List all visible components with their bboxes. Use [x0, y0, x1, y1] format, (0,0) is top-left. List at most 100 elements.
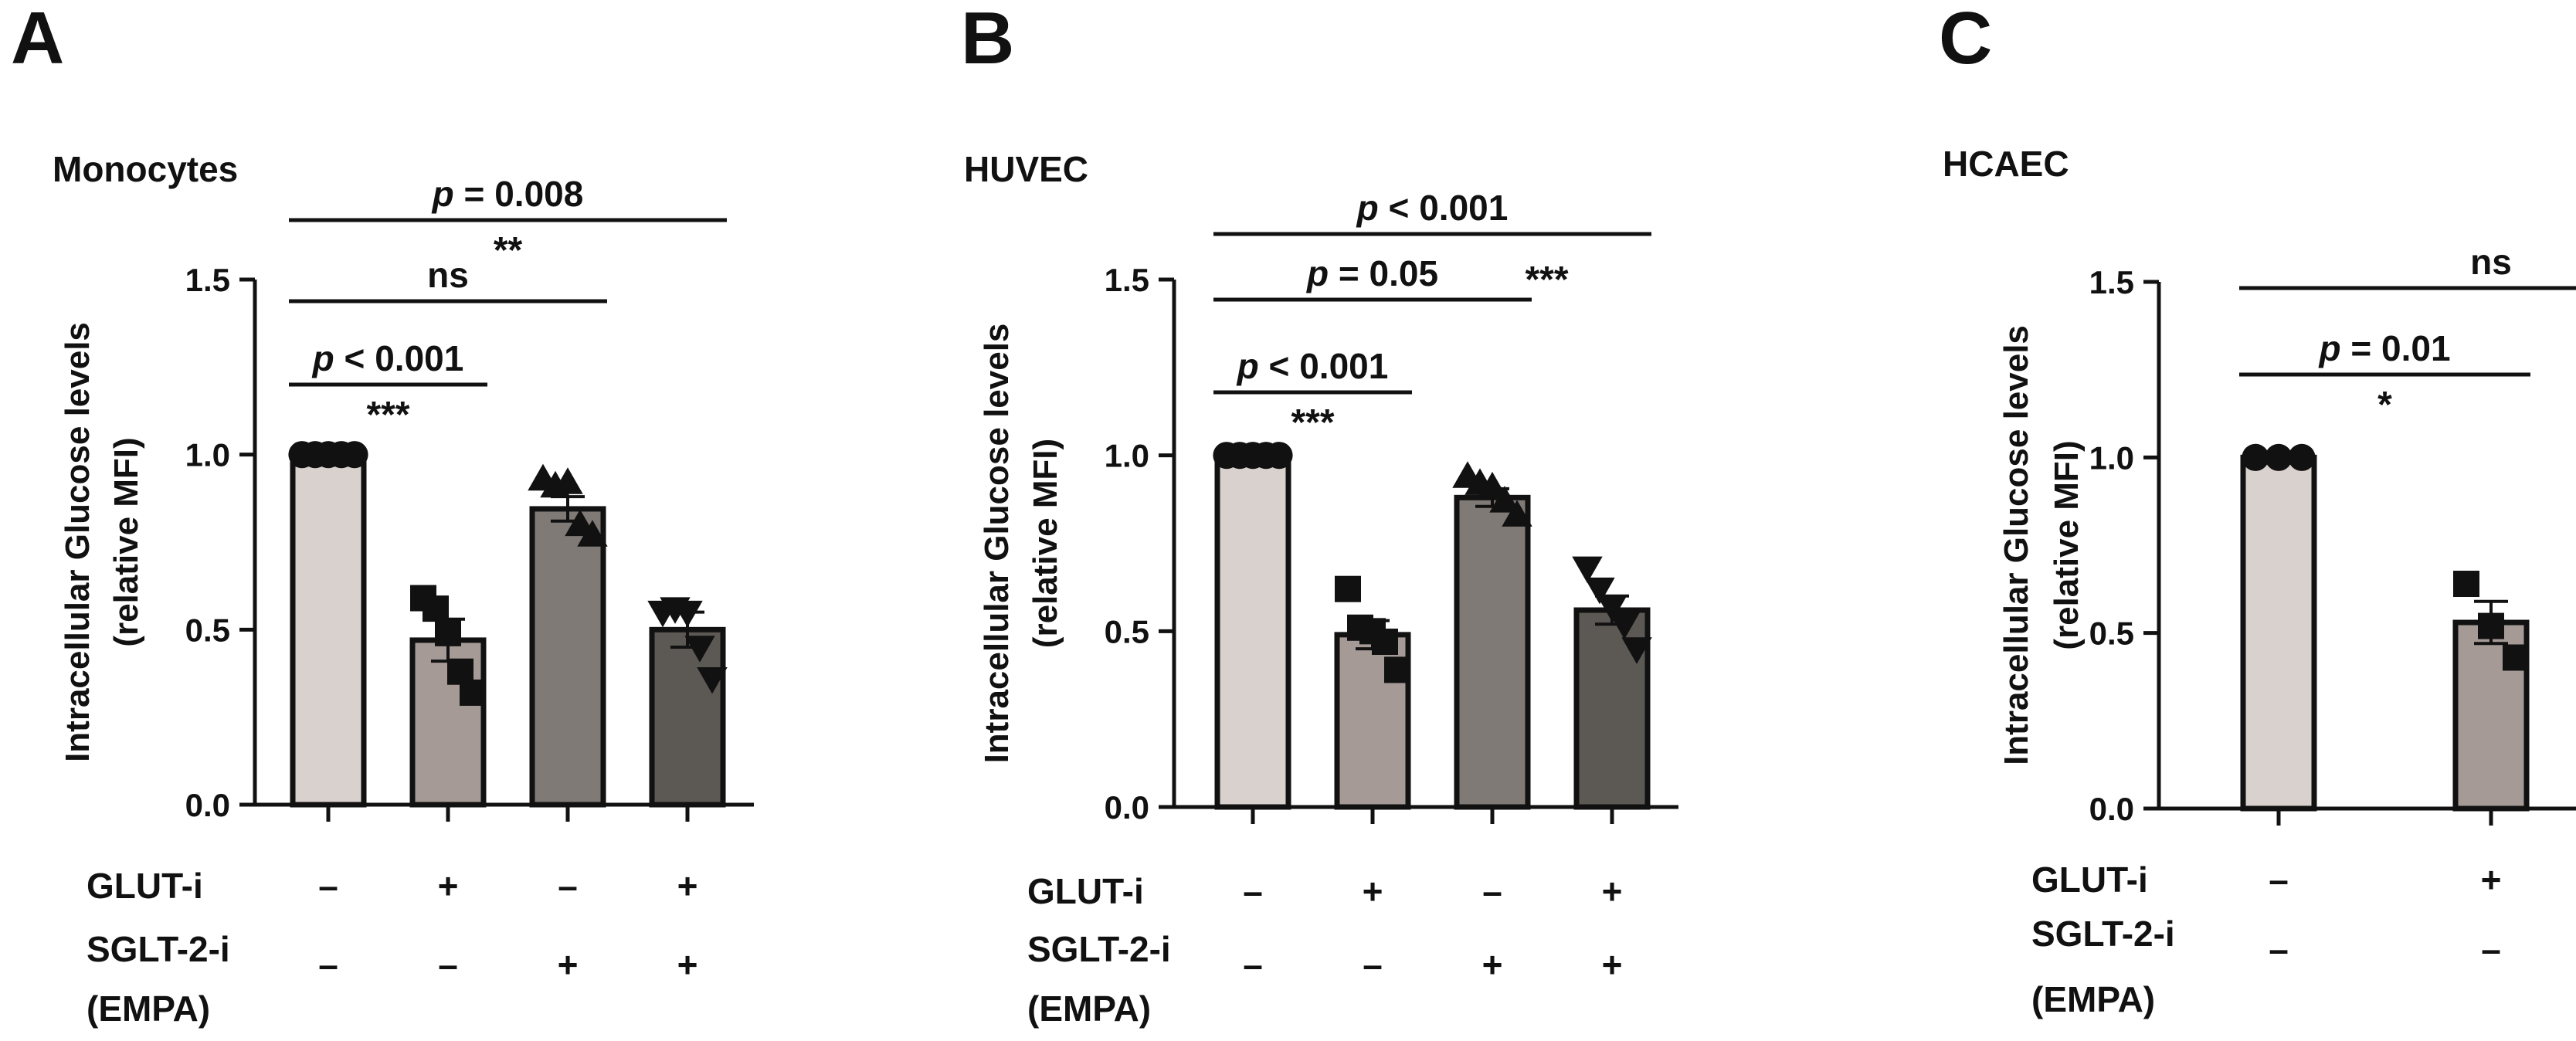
row-label-empa: (EMPA) [1027, 988, 1151, 1029]
sglt-indicator: + [1482, 944, 1503, 985]
data-point [577, 520, 608, 547]
data-point [1489, 486, 1520, 513]
row-label-sglt: SGLT-2-i [87, 929, 230, 969]
p-value-label: p = 0.05 [1305, 253, 1438, 293]
glut-indicator: + [677, 866, 698, 906]
glut-indicator: – [1243, 871, 1263, 911]
bar [290, 452, 367, 808]
row-label-glut: GLUT-i [2031, 860, 2148, 900]
panel-letter: B [961, 0, 1014, 80]
panel-letter: A [11, 0, 64, 80]
p-value-label: p = 0.01 [2317, 328, 2450, 368]
data-point [684, 636, 715, 663]
glut-indicator: + [1363, 871, 1383, 911]
p-value-label: p < 0.001 [1236, 346, 1389, 386]
y-axis-label-unit: (relative MFI) [107, 437, 145, 646]
sglt-indicator: + [677, 944, 698, 985]
sglt-indicator: – [2269, 929, 2289, 969]
significance-stars: ns [427, 255, 469, 295]
data-point [1372, 628, 1398, 655]
p-value-label: p = 0.008 [431, 174, 584, 214]
glut-indicator: – [318, 866, 338, 906]
data-point [1572, 556, 1603, 584]
row-label-glut: GLUT-i [1027, 871, 1144, 911]
y-axis-label: Intracellular Glucose levels [1997, 325, 2035, 765]
sglt-indicator: + [1602, 944, 1623, 985]
y-tick-label: 1.0 [2089, 439, 2134, 476]
y-tick-label: 0.0 [2089, 791, 2134, 827]
y-tick-label: 1.5 [1105, 262, 1149, 298]
y-axis-label: Intracellular Glucose levels [978, 324, 1016, 764]
sglt-indicator: – [1243, 944, 1263, 985]
y-axis-label-unit: (relative MFI) [2048, 440, 2086, 649]
glut-indicator: + [438, 866, 459, 906]
data-point [435, 619, 461, 646]
data-point [1335, 575, 1361, 602]
data-point [1265, 442, 1293, 470]
bar [2240, 454, 2317, 812]
data-point [2503, 644, 2529, 671]
panel-title: HUVEC [964, 149, 1088, 189]
sglt-indicator: – [438, 944, 458, 985]
significance-stars: ns [2470, 242, 2512, 282]
row-label-sglt: SGLT-2-i [2031, 914, 2175, 954]
data-point [672, 600, 703, 628]
y-tick-label: 0.5 [2089, 615, 2134, 652]
data-point [697, 667, 728, 694]
glut-indicator: – [1482, 871, 1502, 911]
data-point [2453, 571, 2479, 598]
panel-title: Monocytes [53, 149, 238, 189]
panel-c: C HCAEC Intracellular Glucose levels (relat… [1939, 0, 2576, 1019]
y-tick-label: 0.5 [185, 612, 230, 648]
y-axis-label: Intracellular Glucose levels [59, 322, 97, 762]
row-label-sglt: SGLT-2-i [1027, 929, 1171, 969]
glut-indicator: – [2269, 860, 2289, 900]
sglt-indicator: + [558, 944, 579, 985]
row-label-empa: (EMPA) [2031, 979, 2155, 1019]
panel-b: B HUVEC Intracellular Glucose levels (relat… [961, 0, 1678, 1029]
bar [1454, 494, 1531, 810]
data-point [2288, 443, 2316, 471]
y-tick-label: 1.5 [2089, 264, 2134, 300]
y-tick-label: 1.0 [185, 437, 230, 473]
glut-indicator: + [2481, 860, 2502, 900]
y-tick-label: 0.0 [1105, 789, 1149, 826]
bar [2452, 619, 2530, 812]
sglt-indicator: – [318, 944, 338, 985]
bar [1214, 453, 1291, 810]
significance-stars: * [2377, 385, 2392, 426]
data-point [1597, 595, 1627, 622]
y-tick-label: 0.0 [185, 787, 230, 823]
p-value-label: p < 0.001 [311, 338, 464, 378]
y-tick-label: 1.0 [1105, 438, 1149, 474]
data-point [341, 441, 368, 469]
significance-stars: ** [494, 230, 523, 271]
glut-indicator: – [558, 866, 578, 906]
y-axis-label-unit: (relative MFI) [1027, 439, 1064, 648]
y-tick-label: 0.5 [1105, 613, 1149, 649]
bar [529, 506, 606, 808]
glut-indicator: + [1602, 871, 1623, 911]
data-point [552, 467, 583, 494]
sglt-indicator: – [2481, 929, 2501, 969]
row-label-glut: GLUT-i [87, 866, 203, 906]
data-point [2242, 443, 2269, 471]
row-label-empa: (EMPA) [87, 988, 210, 1029]
data-point [1584, 577, 1615, 605]
y-tick-label: 1.5 [185, 262, 230, 298]
data-point [2478, 612, 2504, 639]
p-value-label: p < 0.001 [1356, 188, 1509, 228]
significance-stars: *** [366, 395, 409, 436]
panel-title: HCAEC [1943, 144, 2069, 184]
panel-letter: C [1939, 0, 1992, 80]
data-point [2265, 443, 2293, 471]
sglt-indicator: – [1363, 944, 1383, 985]
bar [649, 626, 726, 808]
data-point [1609, 612, 1640, 639]
significance-stars: *** [1291, 402, 1334, 443]
panel-a: A Monocytes Intracellular Glucose levels (r… [11, 0, 754, 1029]
data-point [423, 595, 449, 622]
data-point [460, 679, 486, 706]
data-point [1621, 637, 1652, 664]
